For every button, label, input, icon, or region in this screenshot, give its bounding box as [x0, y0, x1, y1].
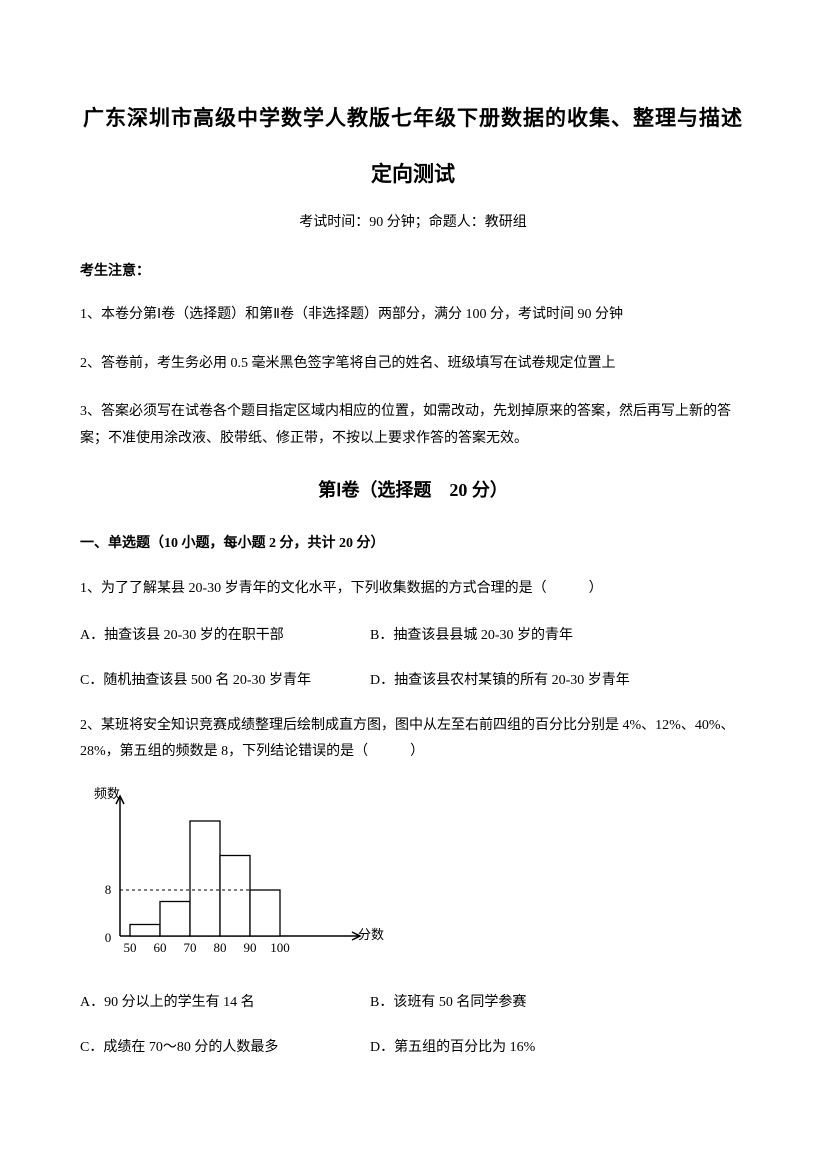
svg-text:8: 8	[105, 882, 112, 897]
svg-text:80: 80	[214, 940, 227, 955]
question-2-options-row-2: C．成绩在 70～80 分的人数最多 D．第五组的百分比为 16%	[80, 1035, 746, 1060]
svg-text:50: 50	[124, 940, 137, 955]
exam-info: 考试时间：90 分钟；命题人：教研组	[80, 210, 746, 235]
question-2-text: 2、某班将安全知识竞赛成绩整理后绘制成直方图，图中从左至右前四组的百分比分别是 …	[80, 713, 746, 766]
svg-text:0: 0	[105, 930, 112, 945]
q1-option-d: D．抽查该县农村某镇的所有 20-30 岁青年	[370, 668, 746, 693]
q1-option-a: A．抽查该县 20-30 岁的在职干部	[80, 623, 370, 648]
q2-option-b: B．该班有 50 名同学参赛	[370, 990, 746, 1015]
svg-text:70: 70	[184, 940, 197, 955]
chart-svg: 805060708090100	[80, 786, 380, 966]
q2-option-d: D．第五组的百分比为 16%	[370, 1035, 746, 1060]
section-1-title: 第Ⅰ卷（选择题 20 分）	[80, 474, 746, 506]
svg-text:60: 60	[154, 940, 167, 955]
x-axis-label: 分数	[358, 923, 384, 946]
histogram-chart: 频数 分数 805060708090100	[80, 786, 380, 966]
notice-item-2: 2、答卷前，考生务必用 0.5 毫米黑色签字笔将自己的姓名、班级填写在试卷规定位…	[80, 351, 746, 378]
document-title-main: 广东深圳市高级中学数学人教版七年级下册数据的收集、整理与描述	[80, 100, 746, 138]
q2-option-c: C．成绩在 70～80 分的人数最多	[80, 1035, 370, 1060]
svg-text:90: 90	[244, 940, 257, 955]
notice-title: 考生注意：	[80, 259, 746, 284]
q1-option-c: C．随机抽查该县 500 名 20-30 岁青年	[80, 668, 370, 693]
document-title-sub: 定向测试	[80, 156, 746, 194]
q2-option-a: A．90 分以上的学生有 14 名	[80, 990, 370, 1015]
subsection-title: 一、单选题（10 小题，每小题 2 分，共计 20 分）	[80, 531, 746, 556]
question-2-options-row-1: A．90 分以上的学生有 14 名 B．该班有 50 名同学参赛	[80, 990, 746, 1015]
y-axis-label: 频数	[94, 782, 120, 805]
question-1-text: 1、为了了解某县 20-30 岁青年的文化水平，下列收集数据的方式合理的是（ ）	[80, 576, 746, 603]
question-1-options-row-1: A．抽查该县 20-30 岁的在职干部 B．抽查该县县城 20-30 岁的青年	[80, 623, 746, 648]
notice-item-1: 1、本卷分第Ⅰ卷（选择题）和第Ⅱ卷（非选择题）两部分，满分 100 分，考试时间…	[80, 302, 746, 329]
notice-item-3: 3、答案必须写在试卷各个题目指定区域内相应的位置，如需改动，先划掉原来的答案，然…	[80, 399, 746, 452]
q1-option-b: B．抽查该县县城 20-30 岁的青年	[370, 623, 746, 648]
question-1-options-row-2: C．随机抽查该县 500 名 20-30 岁青年 D．抽查该县农村某镇的所有 2…	[80, 668, 746, 693]
svg-text:100: 100	[270, 940, 290, 955]
